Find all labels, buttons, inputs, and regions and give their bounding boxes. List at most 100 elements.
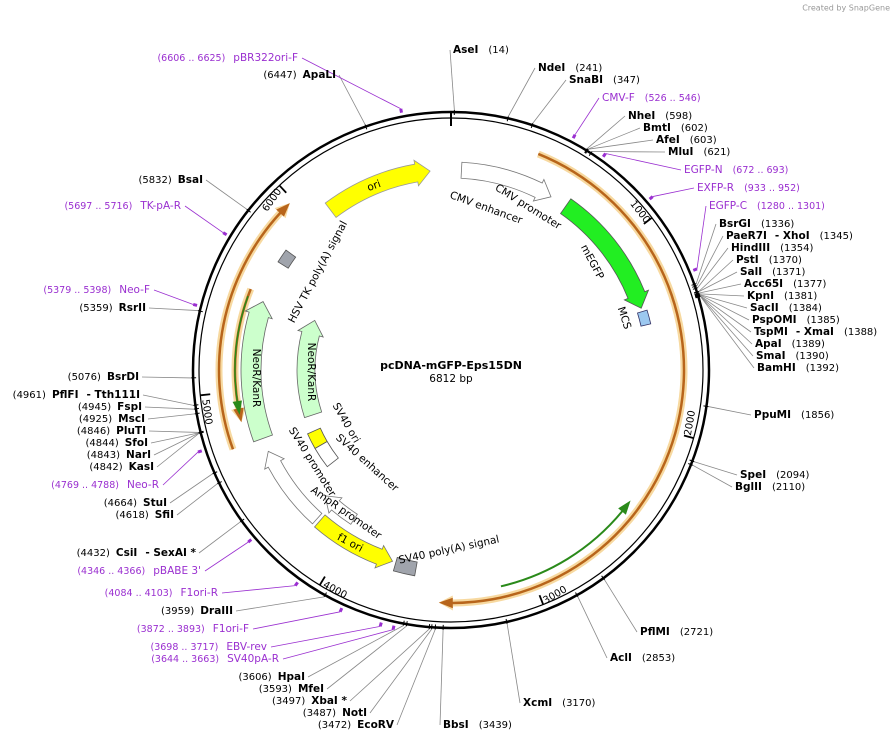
site-pos: (3497) [272,696,305,707]
site-name: BsaI [178,174,203,186]
site-pos: (2110) [772,482,805,493]
site-label: (5076) BsrDI [68,371,139,383]
site-label: BamHI (1392) [757,362,839,374]
primer-leader [270,626,381,648]
site-name: HindIII [731,242,770,254]
site-label: MluI (621) [668,146,730,158]
leader-line [153,432,199,456]
leader-line [148,307,198,311]
leader-line [696,235,724,286]
scale-tick [278,184,287,194]
site-name: KasI [129,461,154,473]
leader-line [699,293,745,297]
leader-line [506,623,521,704]
primer-mark [399,108,403,113]
neo-inner [296,319,324,419]
leader-line [439,629,444,726]
mcs [636,309,652,327]
site-label: AfeI (603) [656,134,717,146]
site-name: Acc65I [744,278,783,290]
site-label: (4842) KasI [89,461,154,473]
site-name: BamHI [757,362,796,374]
site-label: (4618) SfiI [115,509,174,521]
ori [324,159,431,219]
primer-label: (4346 .. 4366) pBABE 3' [77,565,201,577]
primer-label: (3698 .. 3717) EBV-rev [151,641,268,653]
site-name: DraIII [200,605,233,617]
primer-range: (4346 .. 4366) [77,566,145,577]
site-name: BsrGI [719,218,751,230]
primer-range: (3698 .. 3717) [151,642,219,653]
site-label: SnaBI (347) [569,74,640,86]
site-pos: (1371) [772,267,805,278]
primer-mark [648,195,654,201]
primer-leader [153,289,194,305]
site-pos: (602) [681,123,708,134]
primer-mark [378,622,383,627]
site-pos: (4844) [85,438,118,449]
site-name: SmaI [756,350,786,362]
site-pos: (347) [613,75,640,86]
primer-leader [652,187,695,197]
leader-line [205,179,247,210]
site-pos: (2094) [776,470,809,481]
site-label: (6447) ApaLI [263,69,336,81]
site-label: (3497) XbaI * [272,695,348,707]
primer-leader [574,97,600,135]
leader-line [396,629,436,726]
feature-label: ori [366,178,383,194]
site-name: PspOMI [752,314,797,326]
site-pos: (1390) [796,351,829,362]
scale-label: 2000 [683,410,698,437]
feature-label: MCS [615,305,634,331]
megfp [559,198,650,309]
site-pos: (5359) [79,303,112,314]
site-pos: (1336) [761,219,794,230]
site-pos: (1370) [769,255,802,266]
primer-mark [192,302,198,307]
site-label: Acc65I (1377) [744,278,826,290]
site-name: RsrII [119,302,146,314]
site-name: BbsI [443,719,469,731]
leader-line [141,376,192,379]
site-pos: (1388) [844,327,877,338]
site-name: ApaLI [303,69,336,81]
plasmid-title: pcDNA-mGFP-Eps15DN [380,359,522,372]
leader-line [369,629,432,714]
site-name: SacII [750,302,779,314]
brand: Created by SnapGene [802,4,890,13]
primer-mark [197,449,203,454]
site-name2: - XhoI [775,230,810,242]
leader-line [692,464,733,488]
site-label: (4925) MscI [79,413,145,425]
primer-leader [301,57,401,110]
site-name: XbaI * [311,695,347,707]
site-pos: (5832) [138,175,171,186]
site-name: MluI [668,146,693,158]
leader-line [591,151,666,153]
site-pos: (3439) [479,720,512,731]
site-label: (4846) PluTI [77,425,146,437]
primer-name: F1ori-R [181,587,218,599]
site-name: XcmI [523,697,552,709]
primer-range: (3872 .. 3893) [137,624,205,635]
site-pos: (3593) [259,684,292,695]
site-name: BglII [735,481,762,493]
site-label: PflMI (2721) [640,626,713,638]
site-pos: (6447) [263,70,296,81]
site-pos: (4843) [87,450,120,461]
site-name: EcoRV [357,719,395,731]
site-name: TspMI [754,326,788,338]
leader-line [532,79,567,124]
site-label: (5832) BsaI [138,174,203,186]
site-label: PspOMI (1385) [752,314,840,326]
leader-line [150,432,199,444]
primer-range: (1280 .. 1301) [757,201,825,212]
site-name: PpuMI [754,409,791,421]
site-label: (4432) CsiI - SexAI * [77,547,197,559]
sv40-enh [314,440,339,468]
feature-label: NeoR/KanR [250,349,262,408]
scale-tick [683,434,694,440]
scale-tick [538,594,545,605]
site-pos: (4925) [79,414,112,425]
